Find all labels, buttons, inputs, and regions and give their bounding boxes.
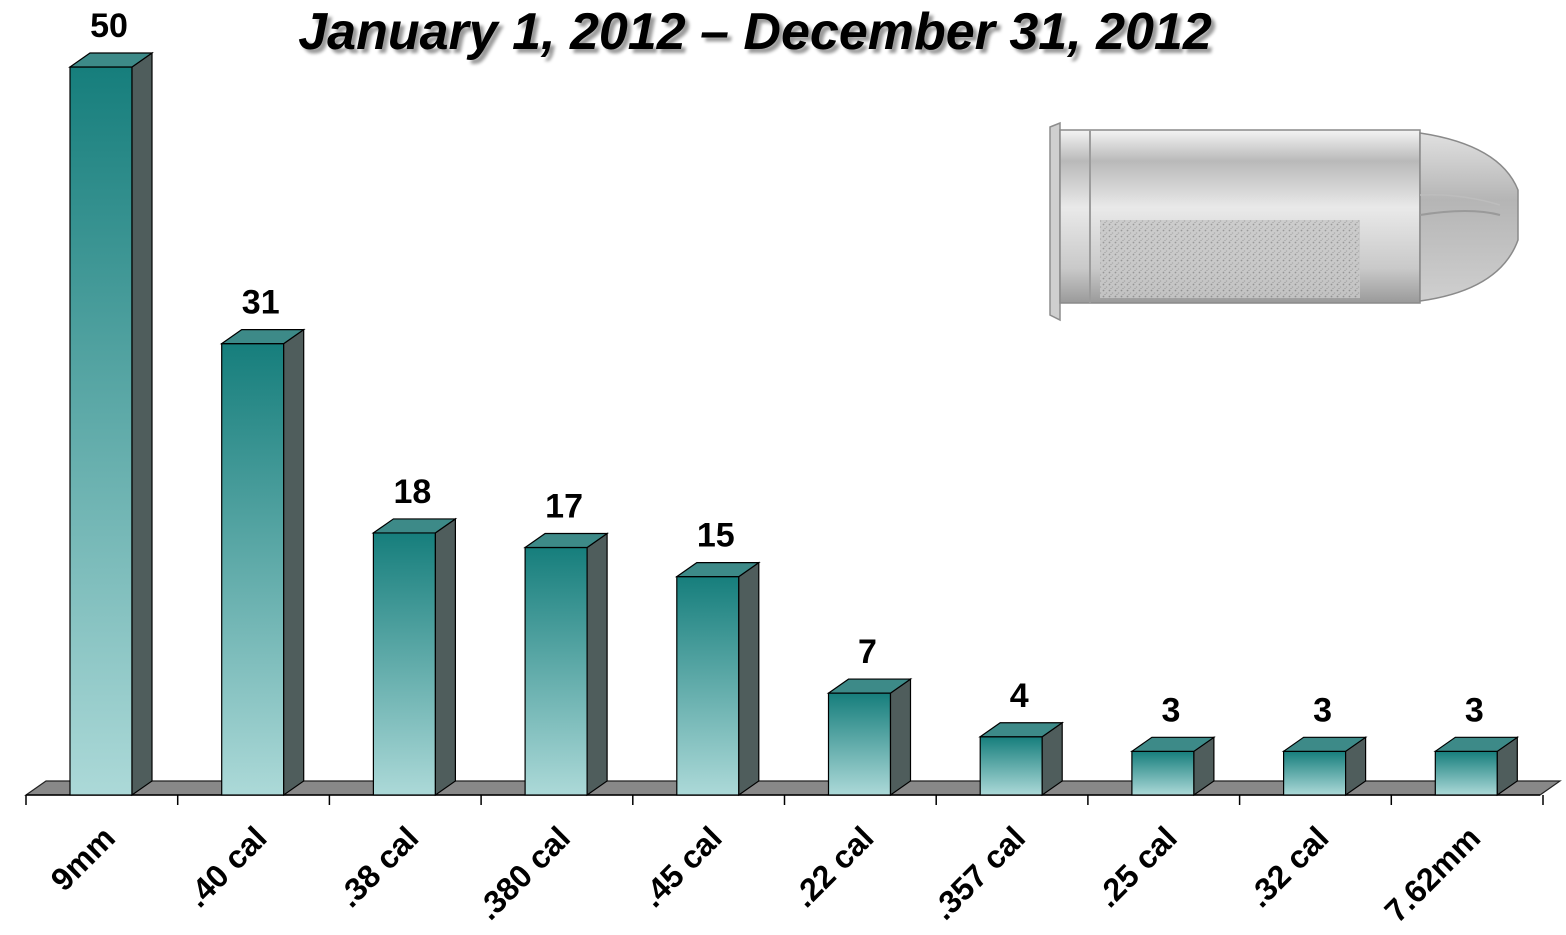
data-label-9: 3 xyxy=(1465,691,1484,729)
x-tick-label-9: 7.62mm xyxy=(1378,819,1488,929)
bullet-cartridge-icon xyxy=(1049,121,1519,322)
bar-side-1 xyxy=(283,328,305,797)
bar-top-8 xyxy=(1281,736,1368,752)
data-label-0: 50 xyxy=(90,7,128,45)
bar-7 xyxy=(1131,750,1195,796)
bar-top-9 xyxy=(1433,736,1520,752)
x-tick-label-2: .38 cal xyxy=(331,819,426,914)
bar-top-6 xyxy=(978,722,1065,738)
data-label-1: 31 xyxy=(242,284,280,322)
data-label-4: 15 xyxy=(697,517,735,555)
bar-top-2 xyxy=(371,518,458,534)
bar-top-7 xyxy=(1129,736,1216,752)
bar-top-1 xyxy=(219,329,306,345)
bar-side-0 xyxy=(131,51,153,797)
bar-0 xyxy=(69,66,133,796)
bar-5 xyxy=(827,692,892,796)
bar-1 xyxy=(221,343,285,796)
data-label-7: 3 xyxy=(1161,691,1180,729)
x-tick-label-5: .22 cal xyxy=(786,819,881,914)
bar-side-4 xyxy=(738,561,760,797)
data-label-8: 3 xyxy=(1313,691,1332,729)
x-tick-label-0: 9mm xyxy=(44,819,122,897)
x-tick-label-4: .45 cal xyxy=(634,819,729,914)
bar-4 xyxy=(676,575,740,796)
x-tick-label-7: .25 cal xyxy=(1089,819,1184,914)
bar-2 xyxy=(372,532,436,796)
bar-8 xyxy=(1282,750,1347,796)
x-tick-label-1: .40 cal xyxy=(179,819,274,914)
bar-top-5 xyxy=(826,678,913,694)
bar-top-3 xyxy=(523,532,610,549)
data-label-6: 4 xyxy=(1010,677,1029,715)
bar-6 xyxy=(979,736,1043,796)
data-label-2: 18 xyxy=(393,473,431,511)
bar-side-5 xyxy=(889,677,912,797)
bar-side-2 xyxy=(434,517,456,797)
bar-9 xyxy=(1434,750,1498,796)
bar-top-4 xyxy=(674,561,761,578)
x-tick-label-6: .357 cal xyxy=(925,819,1032,926)
x-tick-label-8: .32 cal xyxy=(1241,819,1336,914)
bar-3 xyxy=(524,546,588,796)
x-tick-label-3: .380 cal xyxy=(470,819,577,926)
bar-top-0 xyxy=(68,52,154,68)
bar-side-3 xyxy=(586,532,608,797)
chart-title: January 1, 2012 – December 31, 2012 xyxy=(298,3,1212,61)
data-label-5: 7 xyxy=(858,633,877,671)
data-label-3: 17 xyxy=(545,487,583,525)
